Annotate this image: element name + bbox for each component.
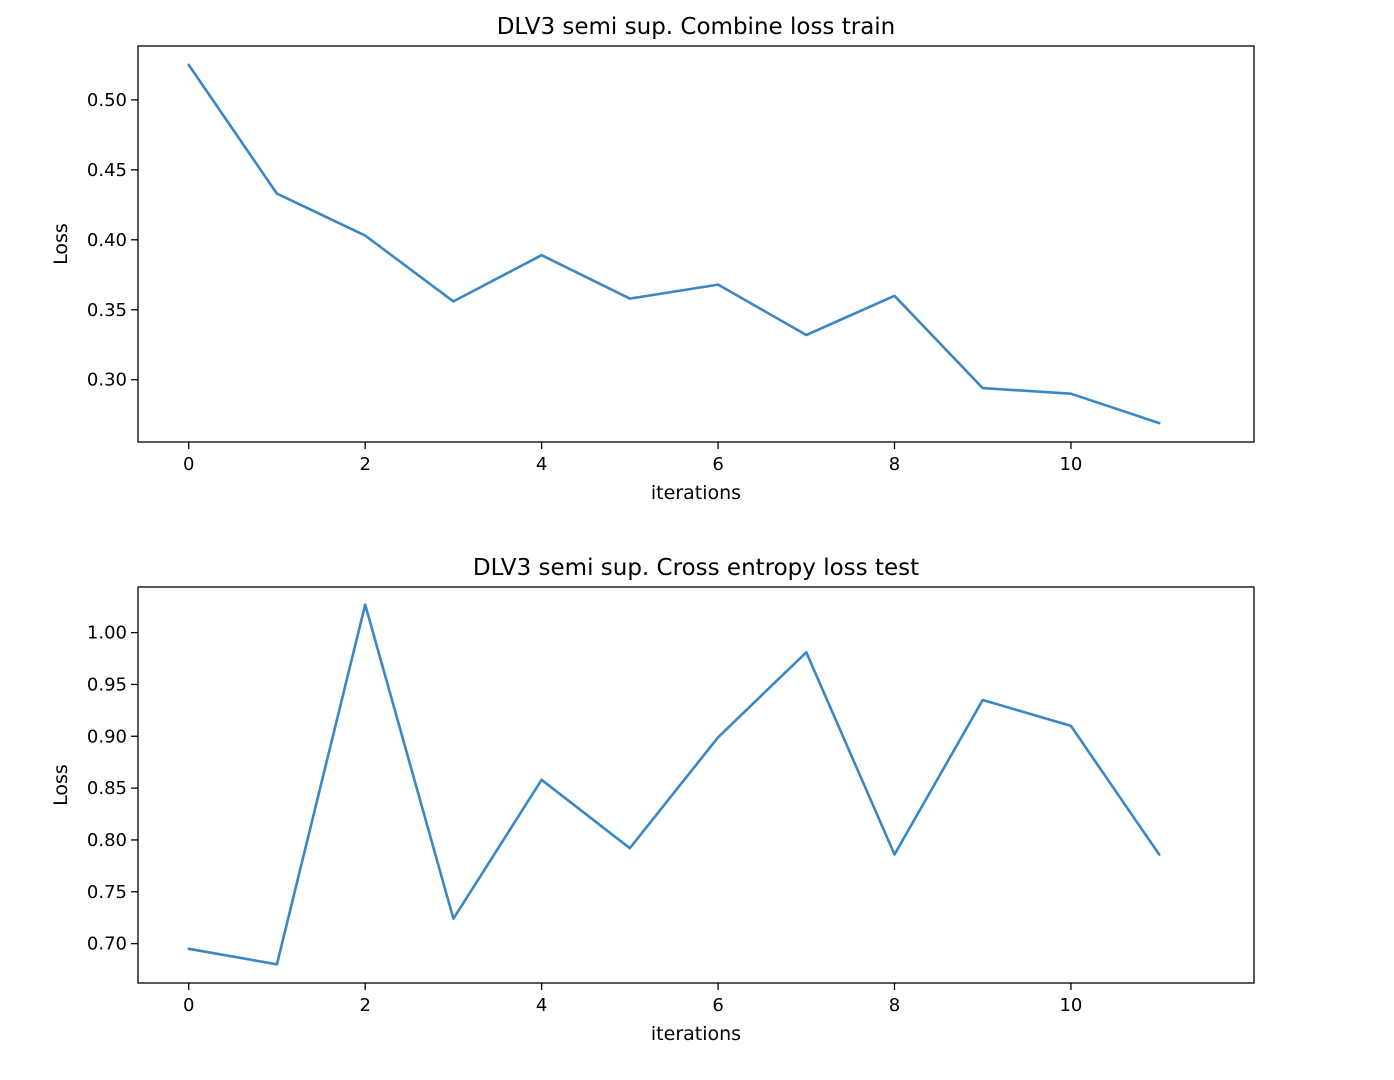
plot-area-frame [137,45,1255,443]
loss-series-line [187,603,1161,966]
plot-area-frame [137,586,1255,984]
x-tick-label: 0 [183,454,194,475]
chart-panel-1: DLV3 semi sup. Combine loss train 0 2 4 6 8 10… [50,14,1255,504]
x-tick-label: 8 [889,454,900,475]
y-tick-label: 1.00 [87,623,127,644]
y-tick-label: 0.30 [87,370,127,391]
x-tick-label: 4 [536,454,547,475]
y-tick-label: 0.40 [87,230,127,251]
x-tick-label: 2 [359,995,370,1016]
x-tick-label: 0 [183,995,194,1016]
x-tick-label: 6 [712,995,723,1016]
chart-title: DLV3 semi sup. Combine loss train [497,14,896,40]
y-axis-label: Loss [50,223,72,265]
y-tick-label: 0.50 [87,90,127,111]
x-tick-label: 2 [359,454,370,475]
y-tick-label: 0.45 [87,160,127,181]
loss-series-line [187,63,1161,425]
chart-title: DLV3 semi sup. Cross entropy loss test [473,555,919,581]
y-tick-label: 0.90 [87,726,127,747]
x-tick-label: 10 [1059,995,1082,1016]
x-axis-label: iterations [651,482,741,504]
x-tick-label: 8 [889,995,900,1016]
y-tick-label: 0.85 [87,778,127,799]
y-tick-label: 0.95 [87,674,127,695]
chart-panel-2: DLV3 semi sup. Cross entropy loss test 0 2… [50,555,1255,1045]
y-tick-label: 0.35 [87,300,127,321]
x-tick-label: 6 [712,454,723,475]
x-tick-label: 10 [1059,454,1082,475]
y-tick-label: 0.80 [87,830,127,851]
y-tick-label: 0.75 [87,882,127,903]
x-axis-label: iterations [651,1023,741,1045]
y-axis-label: Loss [50,764,72,806]
x-tick-label: 4 [536,995,547,1016]
y-tick-label: 0.70 [87,934,127,955]
